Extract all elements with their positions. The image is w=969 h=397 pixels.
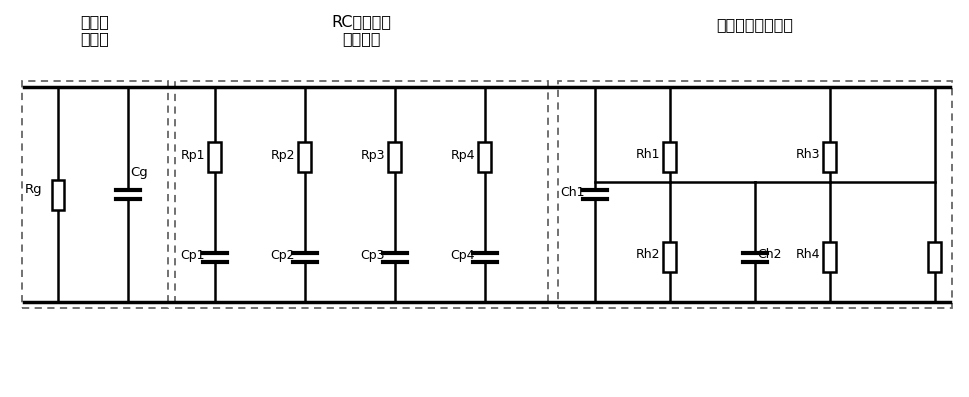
Text: 几何等
效电路: 几何等 效电路 [80, 14, 109, 46]
Text: Cp3: Cp3 [360, 249, 385, 262]
Bar [208, 142, 222, 172]
Text: Rh2: Rh2 [636, 249, 660, 262]
Bar [824, 142, 836, 172]
Text: Rp3: Rp3 [360, 148, 385, 162]
Text: Cp2: Cp2 [270, 249, 295, 262]
Text: Rp1: Rp1 [180, 148, 205, 162]
Bar [175, 81, 548, 308]
Text: Rh4: Rh4 [796, 249, 820, 262]
Bar [298, 142, 311, 172]
Text: Cp4: Cp4 [451, 249, 475, 262]
Text: Ch1: Ch1 [560, 186, 585, 199]
Text: Rp4: Rp4 [451, 148, 475, 162]
Bar [52, 179, 64, 210]
Bar [558, 81, 952, 308]
Text: Cp1: Cp1 [180, 249, 205, 262]
Text: Ch2: Ch2 [757, 249, 782, 262]
Bar [824, 242, 836, 272]
Text: Rh1: Rh1 [636, 148, 660, 162]
Text: Cg: Cg [130, 166, 147, 179]
Bar [664, 242, 676, 272]
Text: Rp2: Rp2 [270, 148, 295, 162]
Text: RC串联极化
等效电路: RC串联极化 等效电路 [331, 14, 391, 46]
Text: 界面极化等效电路: 界面极化等效电路 [716, 17, 794, 33]
Bar [664, 142, 676, 172]
Text: Rg: Rg [24, 183, 42, 196]
Bar [928, 242, 942, 272]
Text: Rh3: Rh3 [796, 148, 820, 162]
Bar [479, 142, 491, 172]
Bar [389, 142, 401, 172]
Bar [22, 81, 168, 308]
